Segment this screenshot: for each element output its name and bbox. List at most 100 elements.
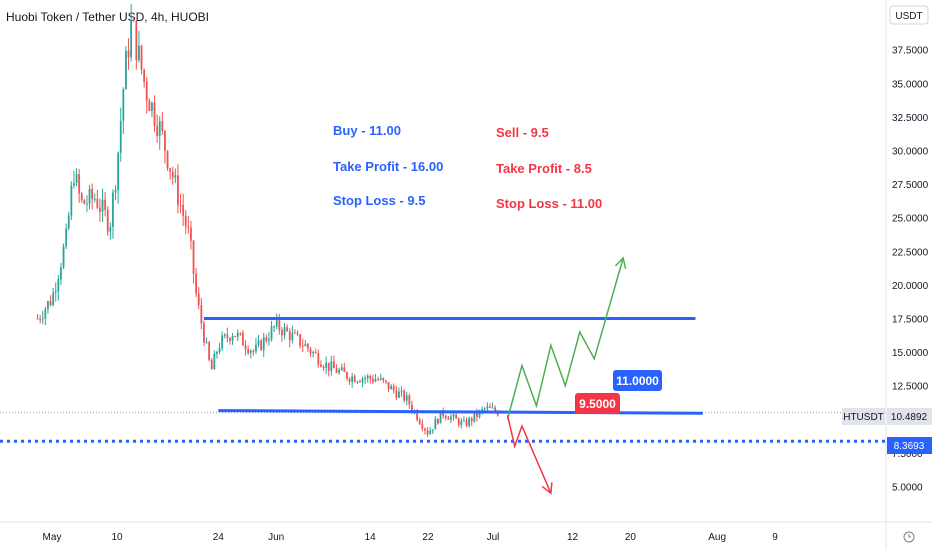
candle-body bbox=[330, 361, 333, 371]
candle-body bbox=[164, 131, 166, 152]
candle-body bbox=[179, 204, 182, 206]
candle-body bbox=[57, 279, 60, 292]
timezone-icon[interactable] bbox=[903, 531, 915, 543]
candle bbox=[262, 332, 265, 358]
candle-body bbox=[335, 368, 338, 373]
candle bbox=[437, 418, 439, 425]
candle bbox=[366, 373, 369, 383]
candle bbox=[301, 338, 304, 353]
candle-body bbox=[36, 318, 39, 320]
candle bbox=[317, 349, 320, 368]
buy-stop-loss-text: Stop Loss - 9.5 bbox=[333, 193, 425, 208]
candle-body bbox=[304, 343, 307, 347]
candle bbox=[296, 330, 299, 337]
candle bbox=[351, 372, 354, 388]
candle bbox=[473, 412, 476, 423]
candle bbox=[182, 193, 185, 227]
candle-body bbox=[340, 367, 343, 371]
candle bbox=[346, 371, 348, 381]
last-price-box bbox=[887, 408, 932, 425]
candle-body bbox=[60, 267, 62, 280]
candle-body bbox=[161, 121, 164, 132]
price-axis[interactable]: USDT 37.5000 35.0000 32.5000 30.0000 27.5000… bbox=[885, 0, 929, 550]
candle-body bbox=[234, 336, 237, 338]
candle bbox=[273, 325, 276, 332]
candle-body bbox=[351, 376, 354, 382]
candle-body bbox=[119, 120, 122, 153]
symbol-label-text: HTUSDT bbox=[843, 412, 884, 423]
candle bbox=[242, 330, 244, 346]
chart-title: Huobi Token / Tether USD, 4h, HUOBI bbox=[6, 10, 209, 24]
candle-body bbox=[314, 351, 317, 354]
candle-body bbox=[476, 412, 478, 417]
buy-badge-background bbox=[613, 370, 662, 391]
candle-body bbox=[387, 381, 390, 390]
price-tick-labels: 37.5000 35.0000 32.5000 30.0000 27.5000 25.00… bbox=[892, 46, 929, 494]
bullish-arrow-path[interactable] bbox=[506, 257, 624, 420]
candle-body bbox=[338, 370, 341, 373]
candle-body bbox=[54, 291, 57, 293]
candle bbox=[322, 364, 325, 371]
candle-body bbox=[416, 411, 419, 420]
candle-body bbox=[177, 175, 179, 205]
time-tick-label: Aug bbox=[708, 532, 726, 543]
candle-body bbox=[203, 323, 205, 343]
candle bbox=[153, 95, 156, 133]
buy-annotation: Buy - 11.00 Take Profit - 16.00 Stop Los… bbox=[333, 123, 443, 208]
candle-body bbox=[257, 340, 260, 345]
candle-body bbox=[192, 240, 195, 274]
bearish-arrow-path[interactable] bbox=[506, 415, 552, 494]
sell-stop-loss-text: Stop Loss - 11.00 bbox=[496, 196, 602, 211]
candle bbox=[257, 334, 260, 348]
candle-body bbox=[392, 385, 395, 391]
candle bbox=[218, 342, 221, 355]
price-tick-label: 20.0000 bbox=[892, 281, 929, 292]
sell-annotation: Sell - 9.5 Take Profit - 8.5 Stop Loss -… bbox=[496, 125, 602, 211]
candle bbox=[60, 263, 62, 285]
candle-body bbox=[447, 418, 450, 420]
candle bbox=[101, 188, 104, 222]
candle bbox=[143, 68, 146, 88]
candle-body bbox=[398, 391, 400, 398]
candle-body bbox=[197, 293, 200, 305]
candle bbox=[457, 417, 460, 428]
candle bbox=[151, 101, 153, 118]
candle bbox=[221, 331, 224, 352]
candle bbox=[88, 184, 91, 210]
candle-body bbox=[408, 395, 411, 405]
candle-body bbox=[41, 318, 44, 320]
candle-body bbox=[44, 309, 47, 319]
candle-body bbox=[473, 412, 476, 422]
candle-body bbox=[158, 121, 161, 136]
candle-body bbox=[151, 102, 153, 111]
time-axis[interactable]: May 10 24 Jun 14 22 Jul 12 20 Aug 9 bbox=[0, 521, 932, 543]
candle-body bbox=[213, 353, 216, 370]
candle bbox=[268, 332, 270, 346]
candle bbox=[114, 185, 117, 201]
candle-body bbox=[260, 340, 263, 350]
candle-body bbox=[104, 199, 107, 210]
candle bbox=[377, 376, 380, 381]
buy-price-badge[interactable]: 11.0000 bbox=[613, 370, 662, 391]
candle bbox=[132, 16, 135, 22]
candle-body bbox=[127, 50, 130, 58]
sell-badge-label: 9.5000 bbox=[579, 397, 616, 411]
candle-body bbox=[200, 304, 203, 324]
candle bbox=[447, 415, 450, 420]
candle bbox=[148, 98, 151, 111]
candle-body bbox=[309, 348, 312, 354]
currency-label[interactable]: USDT bbox=[889, 5, 929, 25]
candle bbox=[41, 310, 44, 325]
candle-body bbox=[450, 416, 452, 420]
candle bbox=[374, 373, 377, 383]
candle-body bbox=[434, 419, 437, 430]
time-tick-label: 12 bbox=[567, 532, 579, 543]
sell-price-badge[interactable]: 9.5000 bbox=[575, 393, 620, 414]
candle bbox=[205, 337, 208, 344]
candle bbox=[307, 342, 309, 353]
support-line[interactable] bbox=[218, 409, 703, 415]
candle-body bbox=[86, 203, 88, 205]
time-tick-label: Jun bbox=[268, 532, 284, 543]
chart-drawings bbox=[0, 256, 886, 495]
